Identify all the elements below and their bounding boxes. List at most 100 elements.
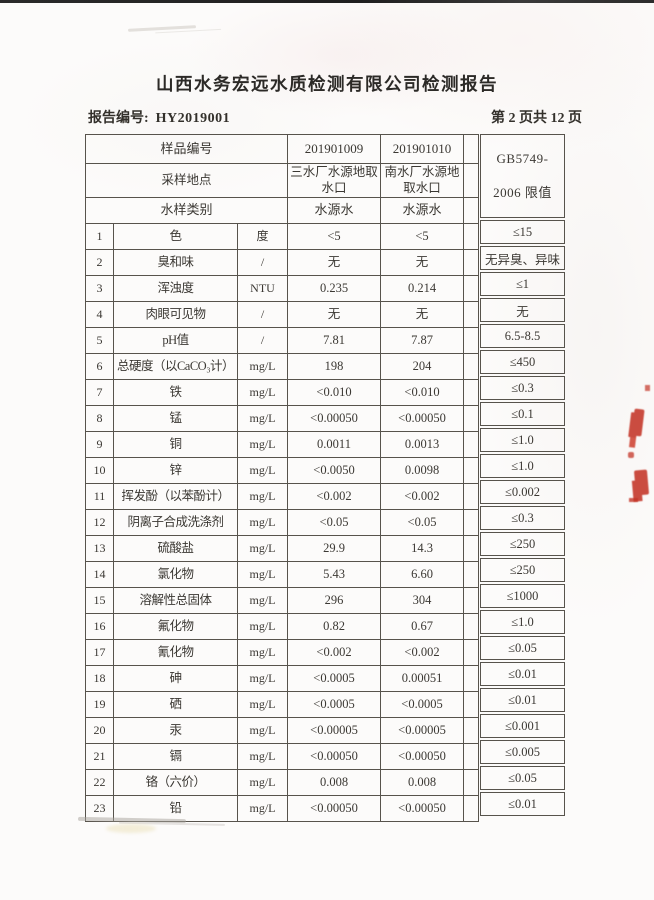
- sample2-value: 204: [380, 353, 464, 380]
- spacer-cell: [463, 717, 479, 744]
- report-number-label: 报告编号:: [88, 111, 149, 126]
- row-number: 8: [85, 405, 114, 432]
- spacer-cell: [463, 509, 479, 536]
- sample2-value: 304: [380, 587, 464, 614]
- table-row: 22 铬（六价） mg/L 0.008 0.008: [85, 769, 479, 796]
- parameter-name: 总硬度（以CaCO₃计）: [113, 353, 238, 380]
- limit-cell: ≤0.001: [480, 714, 565, 738]
- spacer-cell: [463, 431, 479, 458]
- unit: /: [237, 301, 288, 328]
- sample1-value: <0.0050: [287, 457, 381, 484]
- spacer-cell: [463, 134, 479, 164]
- limit-cell: ≤450: [480, 350, 565, 374]
- row-number: 15: [85, 587, 114, 614]
- spacer-cell: [463, 275, 479, 302]
- sample1-value: 无: [287, 301, 381, 328]
- row-number: 5: [85, 327, 114, 354]
- sample1-value: 0.82: [287, 613, 381, 640]
- parameter-name: 氰化物: [113, 639, 238, 666]
- red-stamp-fragment: [628, 452, 634, 458]
- spacer-cell: [463, 665, 479, 692]
- spacer-cell: [463, 249, 479, 276]
- red-stamp-fragment: [633, 469, 650, 496]
- sample2-value: <0.002: [380, 639, 464, 666]
- table-row: 1 色度 <5 <5: [85, 223, 479, 250]
- unit: mg/L: [237, 535, 288, 562]
- sample2-value: 0.214: [380, 275, 464, 302]
- spacer-cell: [463, 691, 479, 718]
- sample2-value: <0.0005: [380, 691, 464, 718]
- table-row: 3 浑浊度 NTU 0.235 0.214: [85, 275, 479, 302]
- parameter-name: 肉眼可见物: [113, 301, 238, 328]
- limit-cell: ≤1.0: [480, 428, 565, 452]
- unit: mg/L: [237, 405, 288, 432]
- spacer-cell: [463, 197, 479, 224]
- parameter-name: 汞: [113, 717, 238, 744]
- sample2-value: 7.87: [380, 327, 464, 354]
- water-category-2: 水源水: [380, 197, 464, 224]
- sample1-value: <0.0005: [287, 665, 381, 692]
- table-row: 9 铜 mg/L 0.0011 0.0013: [85, 431, 479, 458]
- limit-cell: ≤0.005: [480, 740, 565, 764]
- sample1-value: <0.0005: [287, 691, 381, 718]
- unit: mg/L: [237, 639, 288, 666]
- sample1-value: <0.05: [287, 509, 381, 536]
- row-number: 4: [85, 301, 114, 328]
- unit: /: [237, 327, 288, 354]
- spacer-cell: [463, 353, 479, 380]
- limit-cell: ≤250: [480, 532, 565, 556]
- table-row: 18 砷 mg/L <0.0005 0.00051: [85, 665, 479, 692]
- sampling-location-label: 采样地点: [85, 163, 288, 198]
- report-number-value: HY2019001: [155, 111, 231, 126]
- parameter-name: 铜: [113, 431, 238, 458]
- table-row: 4 肉眼可见物 / 无无: [85, 301, 479, 328]
- limit-cell: ≤1000: [480, 584, 565, 608]
- table-row: 19 硒 mg/L <0.0005 <0.0005: [85, 691, 479, 718]
- sample2-value: <0.010: [380, 379, 464, 406]
- row-number: 7: [85, 379, 114, 406]
- spacer-cell: [463, 301, 479, 328]
- parameter-name: 色: [113, 223, 238, 250]
- sample2-value: 无: [380, 249, 464, 276]
- sample2-value: 0.67: [380, 613, 464, 640]
- parameter-name: 锰: [113, 405, 238, 432]
- table-row: 20 汞 mg/L <0.00005 <0.00005: [85, 717, 479, 744]
- sample2-value: <0.002: [380, 483, 464, 510]
- unit: mg/L: [237, 561, 288, 588]
- page-title: 山西水务宏远水质检测有限公司检测报告: [156, 74, 498, 94]
- table-row: 15 溶解性总固体 mg/L 296 304: [85, 587, 479, 614]
- sample1-value: 0.0011: [287, 431, 381, 458]
- row-number: 17: [85, 639, 114, 666]
- page-indicator: 第 2 页共 12 页: [491, 111, 582, 126]
- sample-id-row: 样品编号 201901009 201901010: [85, 134, 479, 164]
- unit: mg/L: [237, 743, 288, 770]
- table-row: 14 氯化物 mg/L 5.43 6.60: [85, 561, 479, 588]
- table-row: 5 pH值/7.81 7.87: [85, 327, 479, 354]
- sample2-value: <0.00005: [380, 717, 464, 744]
- water-category-1: 水源水: [287, 197, 381, 224]
- spacer-cell: [463, 483, 479, 510]
- spacer-cell: [463, 457, 479, 484]
- parameter-name: 阴离子合成洗涤剂: [113, 509, 238, 536]
- spacer-cell: [463, 743, 479, 770]
- table-row: 2 臭和味 / 无无: [85, 249, 479, 276]
- spacer-cell: [463, 379, 479, 406]
- unit: mg/L: [237, 795, 288, 822]
- limit-header-line2: 2006 限值: [493, 185, 552, 201]
- unit: mg/L: [237, 379, 288, 406]
- unit: mg/L: [237, 587, 288, 614]
- sample2-value: 0.0098: [380, 457, 464, 484]
- table-row: 6 总硬度（以CaCO₃计） mg/L 198 204: [85, 353, 479, 380]
- limit-cell: ≤0.01: [480, 662, 565, 686]
- spacer-cell: [463, 561, 479, 588]
- unit: 度: [237, 223, 288, 250]
- table-row: 17 氰化物 mg/L <0.002 <0.002: [85, 639, 479, 666]
- sample1-value: 29.9: [287, 535, 381, 562]
- parameter-name: 浑浊度: [113, 275, 238, 302]
- parameter-name: 氟化物: [113, 613, 238, 640]
- row-number: 16: [85, 613, 114, 640]
- sample1-value: 0.008: [287, 769, 381, 796]
- unit: NTU: [237, 275, 288, 302]
- sampling-location-row: 采样地点 三水厂水源地取水口 南水厂水源地取水口: [85, 163, 479, 198]
- sample-id-label: 样品编号: [85, 134, 288, 164]
